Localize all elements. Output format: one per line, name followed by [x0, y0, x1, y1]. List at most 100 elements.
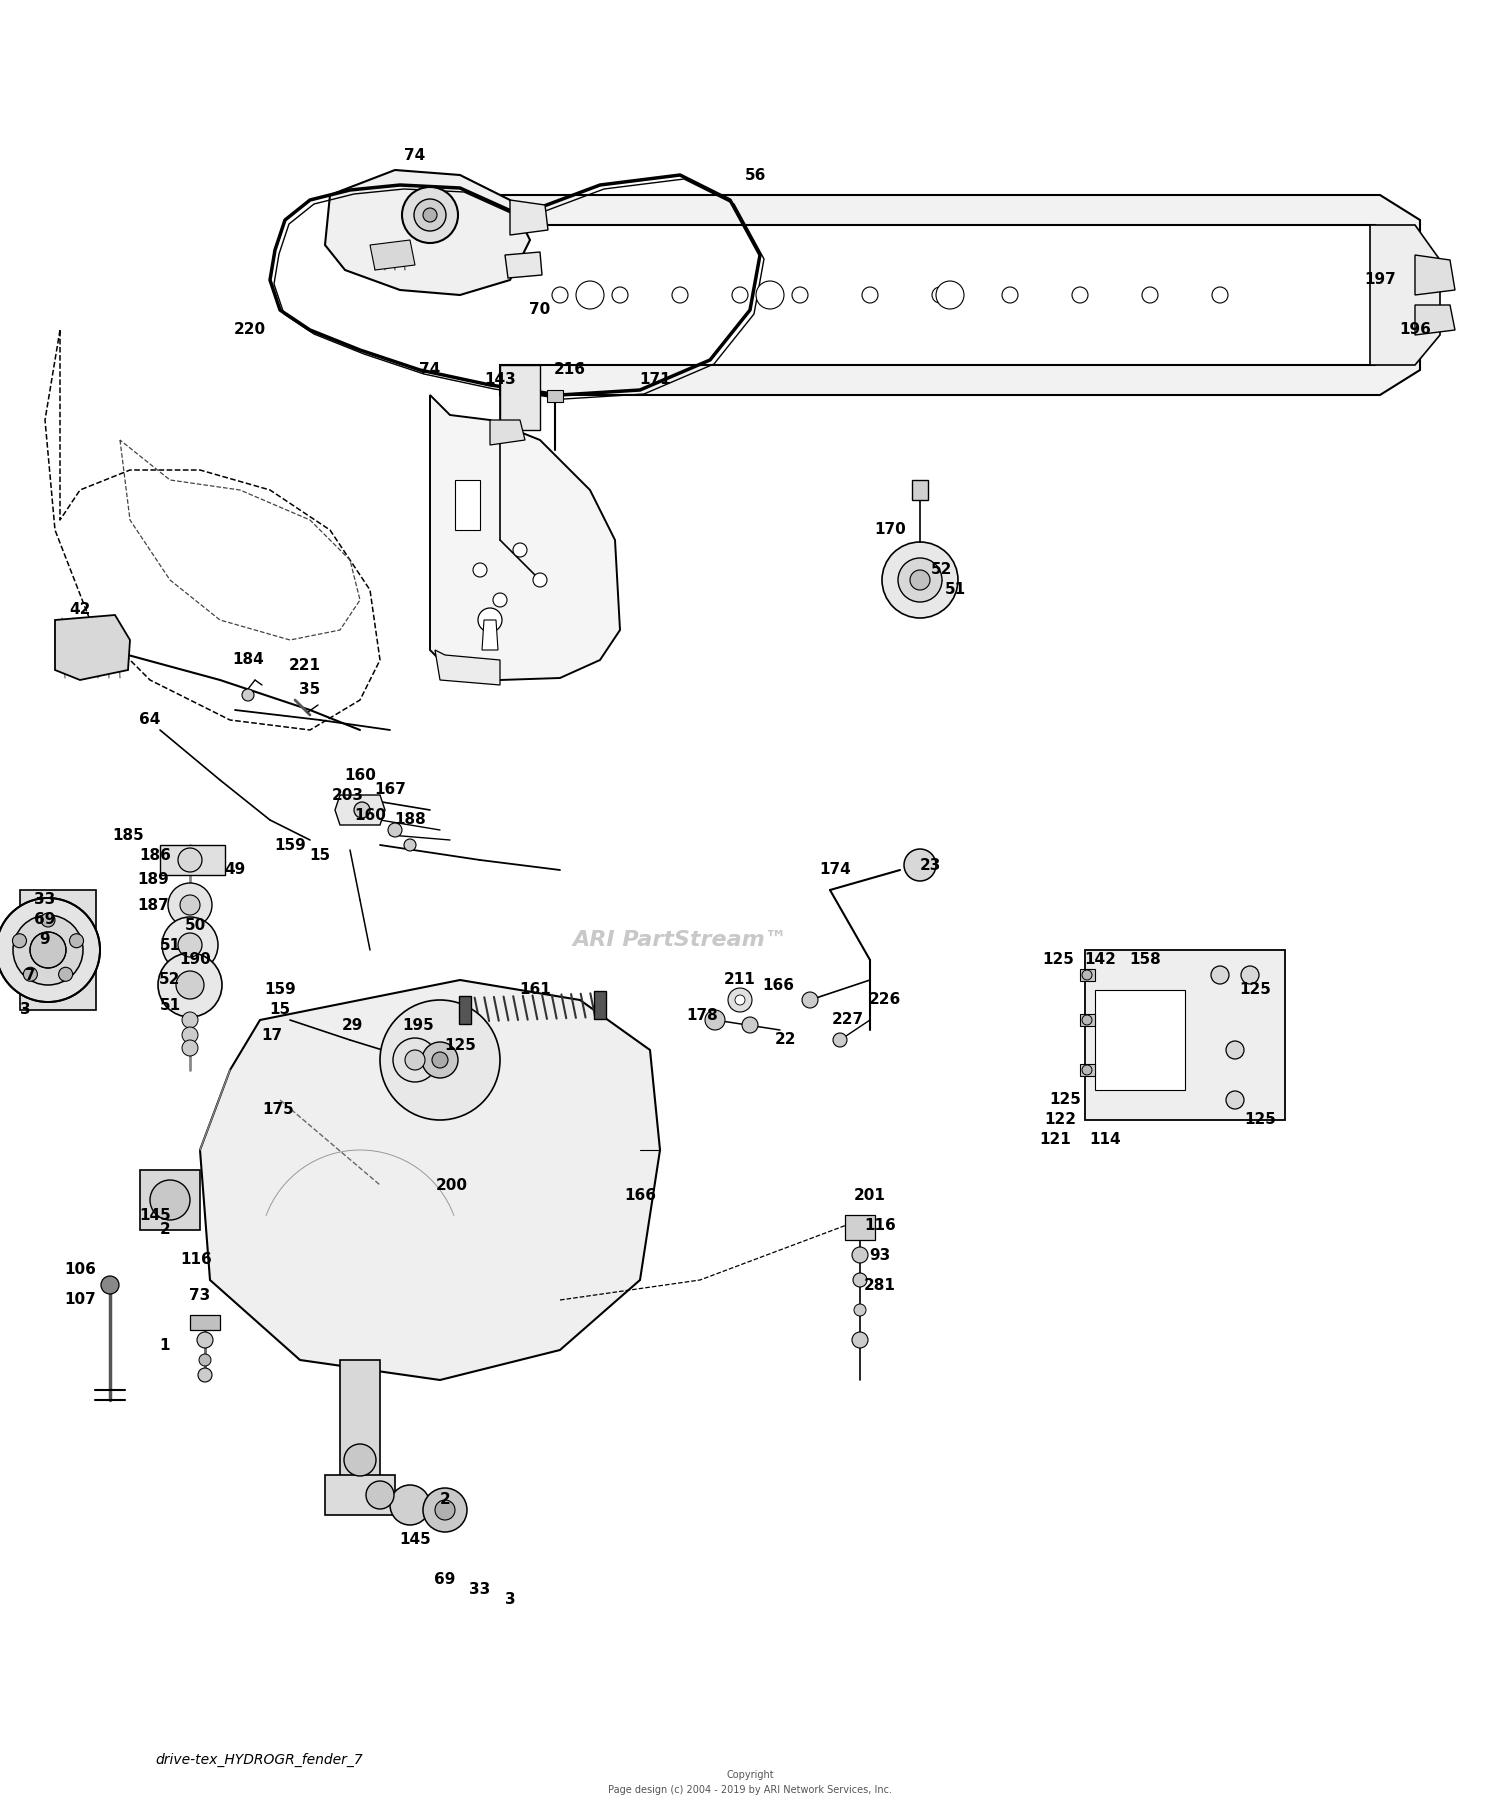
Text: 142: 142 [1084, 953, 1116, 968]
Polygon shape [500, 364, 540, 429]
Text: 22: 22 [774, 1033, 795, 1047]
Polygon shape [482, 620, 498, 651]
Circle shape [393, 1038, 436, 1082]
Text: 23: 23 [920, 857, 940, 873]
Text: 121: 121 [1040, 1132, 1071, 1147]
Text: 200: 200 [436, 1178, 468, 1192]
Text: 211: 211 [724, 973, 756, 988]
Polygon shape [442, 1006, 465, 1044]
Text: 187: 187 [136, 897, 170, 913]
Circle shape [354, 803, 370, 817]
Text: 56: 56 [744, 167, 765, 183]
Text: 174: 174 [819, 863, 850, 877]
Text: 114: 114 [1089, 1132, 1120, 1147]
Polygon shape [190, 1316, 220, 1330]
Polygon shape [56, 614, 130, 680]
Polygon shape [334, 795, 386, 824]
Text: 50: 50 [184, 917, 206, 933]
Text: 29: 29 [342, 1018, 363, 1033]
Circle shape [380, 1000, 500, 1120]
Text: 216: 216 [554, 362, 586, 377]
Circle shape [672, 286, 688, 303]
Text: 69: 69 [435, 1573, 456, 1587]
Polygon shape [433, 1078, 450, 1114]
Text: 33: 33 [34, 893, 56, 908]
Polygon shape [450, 1071, 482, 1105]
Text: 125: 125 [444, 1038, 476, 1053]
Circle shape [852, 1247, 868, 1263]
Text: 125: 125 [1244, 1113, 1276, 1127]
Text: 33: 33 [470, 1582, 490, 1598]
Polygon shape [386, 1060, 423, 1078]
Circle shape [178, 848, 203, 872]
Circle shape [802, 991, 818, 1007]
Polygon shape [160, 844, 225, 875]
Polygon shape [1080, 969, 1095, 980]
Circle shape [182, 1040, 198, 1056]
Circle shape [1082, 969, 1092, 980]
Text: 185: 185 [112, 828, 144, 843]
Text: 196: 196 [1400, 323, 1431, 337]
Text: 52: 52 [932, 562, 952, 578]
Text: 167: 167 [374, 783, 406, 797]
Polygon shape [370, 239, 416, 270]
Text: 3: 3 [504, 1593, 516, 1607]
Polygon shape [326, 1475, 394, 1515]
Circle shape [494, 593, 507, 607]
Text: 42: 42 [69, 603, 90, 618]
Text: 161: 161 [519, 982, 550, 997]
Text: 116: 116 [180, 1252, 212, 1268]
Circle shape [13, 915, 82, 986]
Text: 49: 49 [225, 863, 246, 877]
Polygon shape [1080, 1064, 1095, 1076]
Circle shape [40, 913, 56, 928]
Text: 74: 74 [420, 362, 441, 377]
Circle shape [472, 564, 488, 576]
Circle shape [404, 839, 416, 852]
Circle shape [196, 1332, 213, 1348]
Circle shape [423, 208, 436, 223]
Text: 51: 51 [159, 937, 180, 953]
Text: 70: 70 [530, 303, 550, 317]
Polygon shape [1414, 304, 1455, 335]
Text: 190: 190 [178, 953, 212, 968]
Circle shape [432, 1053, 448, 1067]
Text: 106: 106 [64, 1263, 96, 1277]
Polygon shape [1095, 989, 1185, 1091]
Circle shape [178, 933, 203, 957]
Circle shape [862, 286, 877, 303]
Circle shape [158, 953, 222, 1017]
Text: 145: 145 [399, 1533, 430, 1547]
Polygon shape [435, 651, 500, 685]
Circle shape [150, 1180, 190, 1219]
Circle shape [12, 933, 27, 948]
Circle shape [390, 1486, 430, 1526]
Circle shape [402, 187, 457, 243]
Text: 195: 195 [402, 1018, 433, 1033]
Circle shape [532, 573, 548, 587]
Circle shape [705, 1009, 724, 1029]
Text: 159: 159 [274, 837, 306, 852]
Polygon shape [548, 390, 562, 402]
Circle shape [180, 895, 200, 915]
Circle shape [756, 281, 784, 310]
Text: 1: 1 [159, 1337, 170, 1352]
Circle shape [792, 286, 808, 303]
Text: 64: 64 [140, 712, 160, 727]
Text: 51: 51 [159, 997, 180, 1013]
Circle shape [1082, 1015, 1092, 1026]
Text: 170: 170 [874, 522, 906, 538]
Text: 69: 69 [34, 913, 56, 928]
Polygon shape [510, 199, 548, 236]
Polygon shape [454, 1024, 490, 1053]
Text: ARI PartStream™: ARI PartStream™ [573, 930, 788, 949]
Text: 171: 171 [639, 373, 670, 388]
Circle shape [612, 286, 628, 303]
Circle shape [513, 544, 526, 556]
Text: 145: 145 [140, 1207, 171, 1223]
Polygon shape [326, 170, 530, 295]
Circle shape [1142, 286, 1158, 303]
Text: 74: 74 [405, 147, 426, 163]
Circle shape [100, 1276, 118, 1294]
Circle shape [1072, 286, 1088, 303]
